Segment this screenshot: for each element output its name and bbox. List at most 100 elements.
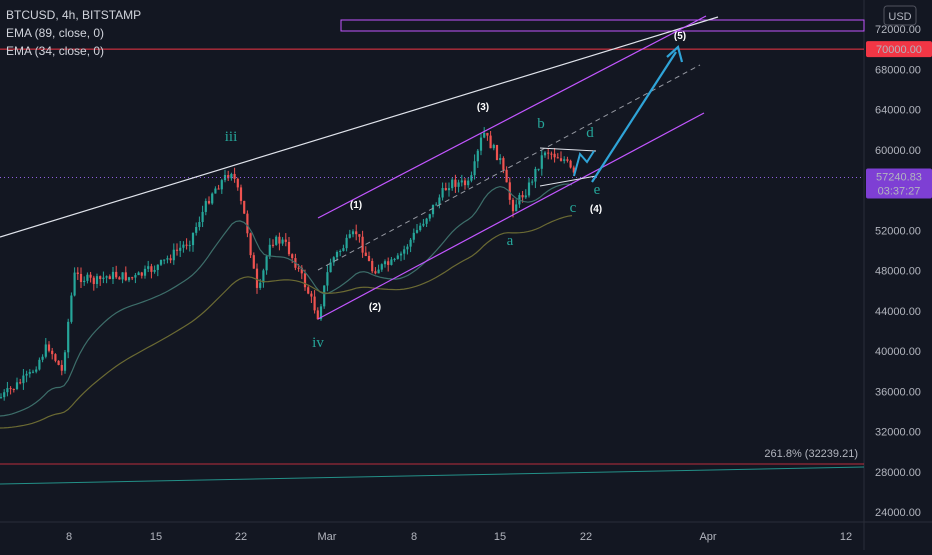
candle-body bbox=[428, 214, 431, 219]
price-tick: 32000.00 bbox=[875, 427, 921, 439]
resistance-zone-rectangle[interactable] bbox=[340, 19, 865, 32]
symbol-title[interactable]: BTCUSD, 4h, BITSTAMP bbox=[6, 8, 142, 22]
candle-body bbox=[422, 223, 425, 226]
currency-button[interactable] bbox=[883, 5, 917, 26]
candle-body bbox=[220, 180, 223, 190]
candle-body bbox=[121, 272, 124, 280]
candle-body bbox=[323, 285, 326, 307]
wave-label-5: (5) bbox=[674, 31, 686, 42]
candle-body bbox=[54, 354, 57, 361]
candle-body bbox=[281, 239, 284, 244]
candle-body bbox=[403, 249, 406, 254]
candle-body bbox=[83, 280, 86, 283]
candle-body bbox=[345, 237, 348, 249]
price-tick: 28000.00 bbox=[875, 467, 921, 479]
candle-body bbox=[396, 255, 399, 259]
candle-body bbox=[393, 258, 396, 260]
candle-body bbox=[425, 218, 428, 224]
time-tick: Mar bbox=[318, 531, 337, 543]
candle-body bbox=[537, 168, 540, 170]
wave-label-1: (1) bbox=[350, 200, 362, 211]
candle-body bbox=[67, 321, 70, 353]
price-axis[interactable] bbox=[864, 0, 932, 522]
level-price-tag[interactable] bbox=[866, 41, 932, 58]
price-tick: 24000.00 bbox=[875, 507, 921, 519]
forecast-arrowhead-icon bbox=[666, 44, 684, 63]
candle-body bbox=[505, 169, 508, 183]
candle-body bbox=[86, 274, 89, 281]
candle-body bbox=[524, 195, 527, 198]
channel-upper-line[interactable] bbox=[317, 15, 707, 219]
candle-body bbox=[521, 195, 524, 198]
candle-body bbox=[239, 187, 243, 201]
candle-body bbox=[265, 256, 268, 271]
candle-body bbox=[457, 182, 460, 187]
ema-layer bbox=[0, 183, 573, 429]
candle-body bbox=[25, 373, 28, 376]
wave-label-d: d bbox=[586, 125, 594, 141]
channel-lower-line[interactable] bbox=[317, 112, 705, 320]
last-price-label: 57240.83 bbox=[876, 172, 922, 184]
candle-body bbox=[118, 277, 121, 280]
candle-body bbox=[515, 204, 518, 212]
candle-body bbox=[108, 276, 111, 280]
ema-34-line[interactable] bbox=[0, 183, 573, 417]
candle-body bbox=[553, 153, 556, 158]
candle-body bbox=[89, 274, 92, 278]
candle-body bbox=[419, 225, 422, 231]
candle-body bbox=[451, 179, 454, 189]
candle-body bbox=[230, 173, 233, 179]
time-tick: 12 bbox=[840, 531, 852, 543]
candle-body bbox=[156, 264, 159, 270]
candle-body bbox=[182, 244, 185, 248]
ema-34-legend[interactable]: EMA (34, close, 0) bbox=[6, 44, 105, 58]
candle-body bbox=[441, 188, 444, 198]
long-trendline[interactable] bbox=[0, 16, 719, 238]
candle-body bbox=[214, 188, 217, 194]
time-axis[interactable] bbox=[0, 522, 864, 550]
candle-body bbox=[127, 277, 131, 281]
candle-body bbox=[511, 199, 515, 212]
candle-body bbox=[70, 295, 73, 322]
candle-body bbox=[95, 276, 99, 284]
candle-body bbox=[57, 360, 60, 365]
candle-body bbox=[259, 282, 262, 288]
triangle-bottom-line[interactable] bbox=[539, 175, 597, 187]
candle-body bbox=[492, 144, 495, 149]
ema-89-line[interactable] bbox=[0, 215, 573, 429]
price-tick: 60000.00 bbox=[875, 145, 921, 157]
candle-body bbox=[92, 277, 95, 284]
candle-body bbox=[460, 180, 463, 183]
candle-body bbox=[380, 264, 383, 270]
candle-body bbox=[508, 182, 511, 200]
time-tick: 22 bbox=[235, 531, 247, 543]
candle-body bbox=[19, 382, 22, 384]
time-tick: Apr bbox=[699, 531, 716, 543]
candle-body bbox=[387, 261, 390, 265]
currency-label: USD bbox=[888, 11, 911, 23]
price-tick: 52000.00 bbox=[875, 225, 921, 237]
candle-body bbox=[131, 277, 134, 279]
candle-body bbox=[307, 287, 310, 294]
candle-body bbox=[495, 144, 499, 161]
candle-body bbox=[15, 382, 19, 389]
candle-body bbox=[211, 193, 214, 204]
triangle-top-line[interactable] bbox=[539, 147, 597, 152]
ema-89-legend[interactable]: EMA (89, close, 0) bbox=[6, 26, 105, 40]
forecast-path-triangle[interactable] bbox=[573, 150, 595, 177]
candle-body bbox=[374, 271, 377, 274]
candle-body bbox=[486, 132, 489, 136]
chart-legend: BTCUSD, 4h, BITSTAMP EMA (89, close, 0) … bbox=[6, 6, 141, 60]
candle-body bbox=[367, 255, 371, 261]
candle-body bbox=[60, 364, 63, 371]
time-tick: 8 bbox=[66, 531, 72, 543]
wave-label-4: (4) bbox=[590, 204, 602, 215]
long-ema-line bbox=[0, 466, 865, 485]
candle-body bbox=[534, 168, 537, 182]
candle-body bbox=[195, 227, 198, 233]
wave-label-b: b bbox=[537, 116, 545, 132]
candle-body bbox=[473, 161, 476, 176]
candle-body bbox=[489, 135, 492, 149]
forecast-arrow-wave5[interactable] bbox=[591, 51, 677, 183]
